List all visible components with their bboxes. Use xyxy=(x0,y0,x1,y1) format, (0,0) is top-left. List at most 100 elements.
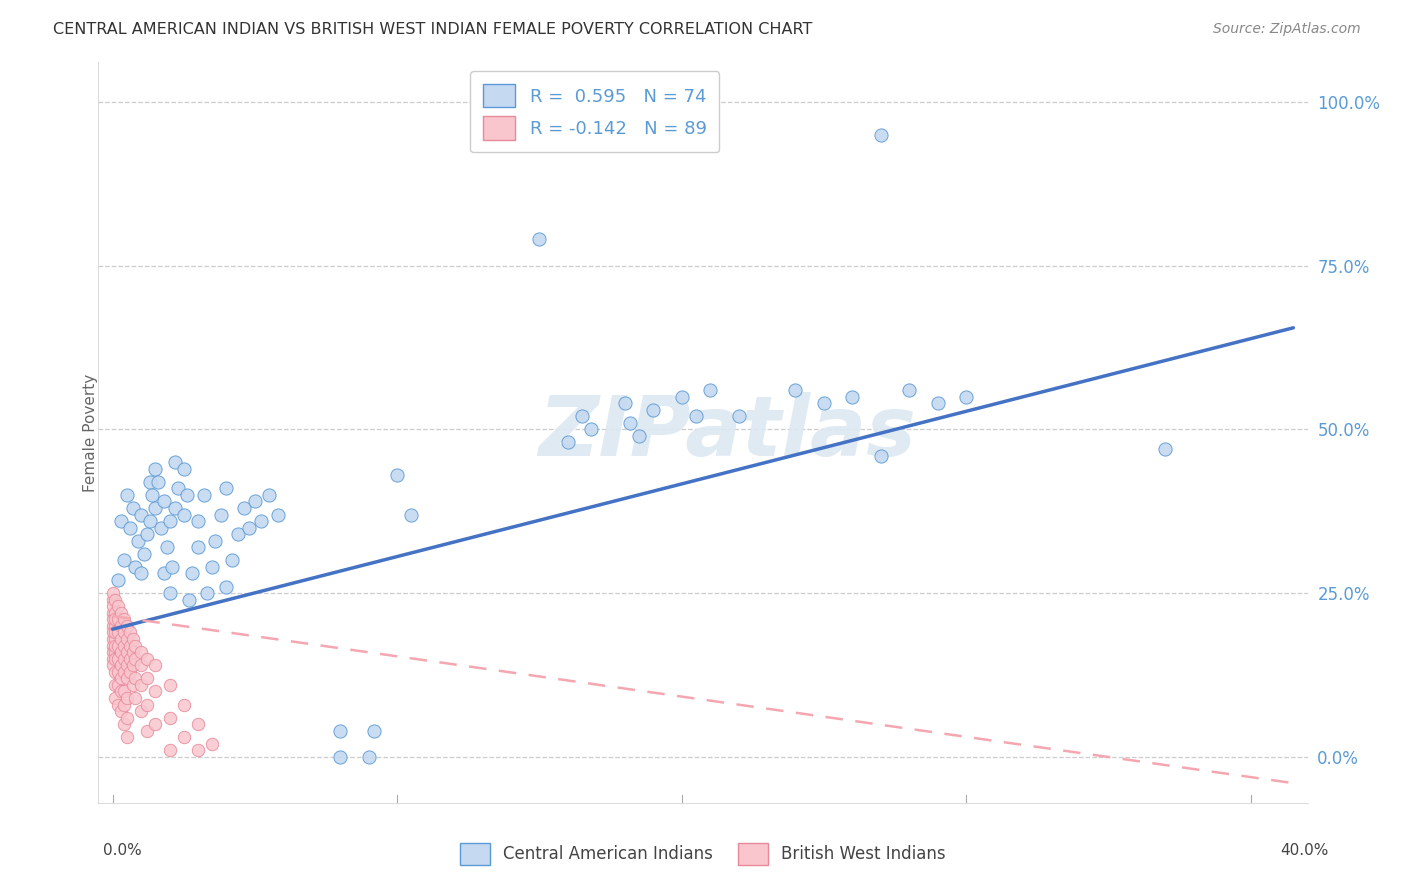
Point xyxy=(104,592,127,607)
Point xyxy=(159,678,181,692)
Point xyxy=(101,645,124,659)
Point xyxy=(238,521,260,535)
Point xyxy=(115,690,138,705)
Point xyxy=(138,475,160,489)
Point xyxy=(955,390,977,404)
Point xyxy=(101,619,124,633)
Point xyxy=(118,665,141,679)
Point xyxy=(110,684,132,698)
Point xyxy=(571,409,593,424)
Point xyxy=(112,625,135,640)
Point xyxy=(176,488,198,502)
Y-axis label: Female Poverty: Female Poverty xyxy=(83,374,97,491)
Point xyxy=(110,514,132,528)
Point xyxy=(101,625,124,640)
Point xyxy=(153,494,176,508)
Point xyxy=(104,645,127,659)
Point xyxy=(118,625,141,640)
Point xyxy=(215,580,238,594)
Point xyxy=(557,435,579,450)
Point xyxy=(671,390,693,404)
Point xyxy=(226,527,249,541)
Point xyxy=(121,678,143,692)
Text: CENTRAL AMERICAN INDIAN VS BRITISH WEST INDIAN FEMALE POVERTY CORRELATION CHART: CENTRAL AMERICAN INDIAN VS BRITISH WEST … xyxy=(53,22,813,37)
Point xyxy=(898,383,921,397)
Point xyxy=(135,527,157,541)
Point xyxy=(110,658,132,673)
Point xyxy=(201,560,224,574)
Point xyxy=(118,639,141,653)
Point xyxy=(249,514,271,528)
Point xyxy=(107,665,129,679)
Point xyxy=(115,488,138,502)
Point xyxy=(110,671,132,685)
Point xyxy=(181,566,204,581)
Point xyxy=(115,645,138,659)
Point xyxy=(150,521,173,535)
Point xyxy=(121,500,143,515)
Point xyxy=(159,711,181,725)
Point xyxy=(101,592,124,607)
Point xyxy=(115,731,138,745)
Point xyxy=(135,723,157,738)
Point xyxy=(101,606,124,620)
Point xyxy=(107,625,129,640)
Point xyxy=(159,586,181,600)
Point xyxy=(127,533,149,548)
Point xyxy=(104,625,127,640)
Point xyxy=(329,723,352,738)
Point xyxy=(173,698,195,712)
Point xyxy=(129,658,152,673)
Point xyxy=(179,592,201,607)
Point xyxy=(1154,442,1177,456)
Point xyxy=(232,500,254,515)
Point xyxy=(101,612,124,626)
Point xyxy=(118,651,141,665)
Point xyxy=(110,632,132,646)
Point xyxy=(104,639,127,653)
Point xyxy=(243,494,266,508)
Point xyxy=(107,698,129,712)
Point xyxy=(643,402,665,417)
Point xyxy=(143,684,166,698)
Point xyxy=(110,619,132,633)
Point xyxy=(104,651,127,665)
Point xyxy=(135,698,157,712)
Point xyxy=(209,508,232,522)
Point xyxy=(118,521,141,535)
Point xyxy=(115,671,138,685)
Point xyxy=(101,599,124,614)
Point xyxy=(129,678,152,692)
Point xyxy=(112,665,135,679)
Point xyxy=(357,750,380,764)
Point xyxy=(115,711,138,725)
Point xyxy=(869,128,891,142)
Point xyxy=(385,468,408,483)
Point xyxy=(173,731,195,745)
Point xyxy=(579,422,602,436)
Legend: R =  0.595   N = 74, R = -0.142   N = 89: R = 0.595 N = 74, R = -0.142 N = 89 xyxy=(470,71,720,153)
Point xyxy=(107,678,129,692)
Point xyxy=(143,461,166,475)
Point xyxy=(143,658,166,673)
Point xyxy=(187,541,209,555)
Point xyxy=(195,586,218,600)
Point xyxy=(143,500,166,515)
Point xyxy=(529,232,551,246)
Point xyxy=(112,639,135,653)
Point xyxy=(101,658,124,673)
Point xyxy=(869,449,891,463)
Point xyxy=(132,547,155,561)
Point xyxy=(927,396,949,410)
Text: 40.0%: 40.0% xyxy=(1281,843,1329,858)
Point xyxy=(104,632,127,646)
Point xyxy=(165,500,187,515)
Point xyxy=(129,704,152,718)
Point xyxy=(101,632,124,646)
Point xyxy=(135,651,157,665)
Point xyxy=(138,514,160,528)
Point xyxy=(107,573,129,587)
Point xyxy=(173,508,195,522)
Point xyxy=(121,658,143,673)
Point xyxy=(104,612,127,626)
